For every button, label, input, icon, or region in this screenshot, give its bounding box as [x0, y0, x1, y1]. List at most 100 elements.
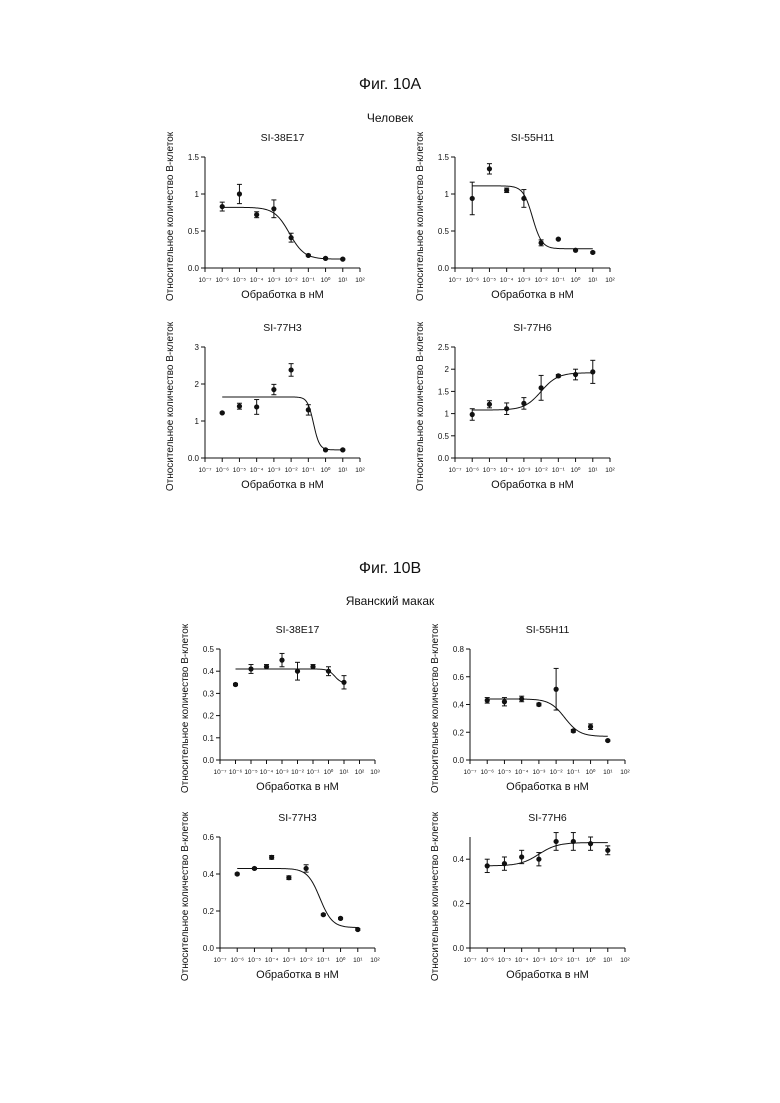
data-point [310, 664, 315, 669]
y-axis-label: Относительное количество В-клеток [180, 623, 191, 793]
x-tick-label: 10⁻⁷ [463, 769, 477, 776]
y-tick-label: 2 [445, 365, 450, 374]
x-tick-label: 10¹ [338, 277, 348, 284]
x-tick-label: 10⁻⁶ [466, 277, 480, 284]
x-tick-label: 10⁻⁴ [250, 467, 264, 474]
x-tick-label: 10² [355, 277, 365, 284]
data-point [502, 699, 507, 704]
data-point [536, 702, 541, 707]
x-tick-label: 10⁻⁵ [233, 277, 247, 284]
y-tick-label: 0.8 [453, 645, 465, 654]
data-point [504, 188, 509, 193]
data-point [588, 841, 593, 846]
y-tick-label: 0.0 [453, 944, 465, 953]
chart-panel-a-si-77h3: SI-77H30.012310⁻⁷10⁻⁶10⁻⁵10⁻⁴10⁻³10⁻²10⁻… [150, 315, 380, 500]
x-tick-label: 10⁻⁷ [198, 467, 212, 474]
x-tick-label: 10² [355, 467, 365, 474]
y-tick-label: 1.5 [438, 387, 450, 396]
x-tick-label: 10³ [370, 769, 380, 776]
x-tick-label: 10⁰ [586, 956, 596, 964]
x-tick-label: 10⁻¹ [302, 277, 316, 284]
x-tick-label: 10⁻⁷ [213, 957, 227, 964]
x-axis-label: Обработка в нМ [491, 289, 574, 301]
x-tick-label: 10⁻¹ [317, 957, 331, 964]
x-tick-label: 10⁻⁴ [260, 769, 274, 776]
x-tick-label: 10⁻³ [517, 277, 531, 284]
x-tick-label: 10² [355, 769, 365, 776]
y-tick-label: 0.0 [438, 454, 450, 463]
y-tick-label: 2.5 [438, 343, 450, 352]
y-tick-label: 2 [195, 380, 200, 389]
data-point [295, 669, 300, 674]
species-label-human: Человек [0, 111, 780, 125]
data-point [502, 861, 507, 866]
fit-curve [487, 699, 608, 736]
data-point [254, 404, 259, 409]
data-point [248, 666, 253, 671]
x-tick-label: 10⁻¹ [552, 277, 566, 284]
data-point [252, 866, 257, 871]
data-point [220, 204, 225, 209]
chart-panel-a-si-55h11: SI-55H110.00.511.510⁻⁷10⁻⁶10⁻⁵10⁻⁴10⁻³10… [400, 125, 630, 310]
data-point [556, 237, 561, 242]
data-point [485, 863, 490, 868]
x-tick-label: 10¹ [603, 957, 613, 964]
y-axis-label: Относительное количество В-клеток [180, 811, 191, 981]
data-point [487, 402, 492, 407]
x-tick-label: 10⁻² [535, 467, 549, 474]
data-point [519, 696, 524, 701]
data-point [521, 401, 526, 406]
chart-panel-b-si-55h11: SI-55H110.00.20.40.60.810⁻⁷10⁻⁶10⁻⁵10⁻⁴1… [415, 617, 645, 802]
x-tick-label: 10⁻⁶ [231, 957, 245, 964]
x-tick-label: 10⁻⁶ [229, 769, 243, 776]
data-point [504, 406, 509, 411]
data-point [571, 839, 576, 844]
y-tick-label: 3 [195, 343, 200, 352]
data-point [304, 866, 309, 871]
x-tick-label: 10⁻³ [282, 957, 296, 964]
y-tick-label: 1.5 [438, 153, 450, 162]
y-tick-label: 0.6 [453, 673, 465, 682]
y-tick-label: 1 [195, 190, 200, 199]
x-axis-label: Обработка в нМ [256, 969, 339, 981]
y-tick-label: 1 [195, 417, 200, 426]
x-tick-label: 10⁻⁵ [483, 467, 497, 474]
y-tick-label: 0.2 [453, 900, 465, 909]
x-tick-label: 10⁰ [571, 276, 581, 284]
y-tick-label: 0.0 [203, 944, 215, 953]
y-tick-label: 0.4 [203, 870, 215, 879]
fit-curve [222, 207, 343, 259]
x-tick-label: 10⁰ [321, 466, 331, 474]
x-tick-label: 10⁻² [285, 467, 299, 474]
x-axis-label: Обработка в нМ [241, 479, 324, 491]
data-point [341, 680, 346, 685]
x-tick-label: 10⁻⁶ [481, 957, 495, 964]
data-point [264, 664, 269, 669]
y-tick-label: 0.0 [203, 756, 215, 765]
y-tick-label: 0.5 [438, 227, 450, 236]
x-tick-label: 10¹ [588, 277, 598, 284]
x-tick-label: 10² [605, 467, 615, 474]
x-tick-label: 10¹ [339, 769, 349, 776]
chart-panel-a-si-38e17: SI-38E170.00.511.510⁻⁷10⁻⁶10⁻⁵10⁻⁴10⁻³10… [150, 125, 380, 310]
data-point [521, 196, 526, 201]
data-point [254, 212, 259, 217]
x-tick-label: 10⁻⁷ [198, 277, 212, 284]
data-point [519, 854, 524, 859]
data-point [355, 927, 360, 932]
data-point [487, 166, 492, 171]
species-label-cynomolgus: Яванский макак [0, 594, 780, 608]
x-tick-label: 10⁻¹ [302, 467, 316, 474]
x-tick-label: 10⁻⁴ [500, 467, 514, 474]
data-point [279, 658, 284, 663]
chart-title: SI-77H6 [513, 322, 552, 334]
y-tick-label: 0.0 [438, 264, 450, 273]
data-point [220, 410, 225, 415]
data-point [556, 373, 561, 378]
data-point [321, 912, 326, 917]
y-axis-label: Относительное количество В-клеток [430, 811, 441, 981]
y-tick-label: 0.2 [203, 712, 215, 721]
x-tick-label: 10² [620, 957, 630, 964]
data-point [539, 240, 544, 245]
chart-panel-b-si-77h6: SI-77H60.00.20.410⁻⁷10⁻⁶10⁻⁵10⁻⁴10⁻³10⁻²… [415, 805, 645, 990]
